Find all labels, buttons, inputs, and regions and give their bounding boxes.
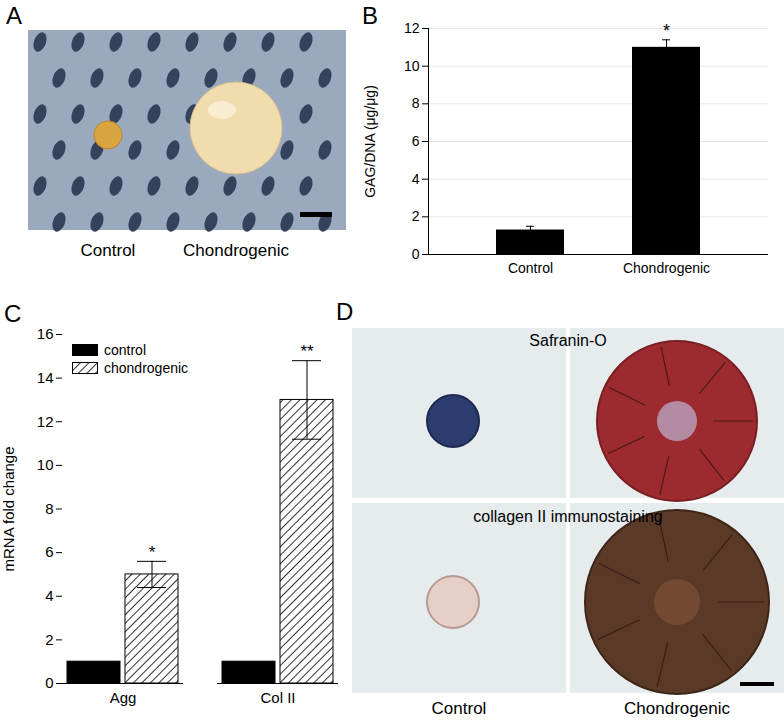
svg-text:**: **: [300, 342, 314, 361]
svg-text:2: 2: [45, 631, 53, 648]
svg-text:14: 14: [37, 369, 54, 386]
svg-text:Chondrogenic: Chondrogenic: [624, 699, 730, 718]
svg-text:8: 8: [45, 500, 53, 517]
svg-text:Control: Control: [508, 260, 553, 276]
svg-text:12: 12: [404, 20, 420, 36]
svg-text:16: 16: [37, 325, 54, 342]
svg-text:4: 4: [45, 587, 53, 604]
svg-text:10: 10: [404, 58, 420, 74]
svg-text:*: *: [149, 543, 156, 562]
svg-text:Control: Control: [432, 699, 487, 718]
svg-text:*: *: [663, 21, 670, 41]
svg-text:0: 0: [412, 246, 420, 262]
svg-text:Safranin-O: Safranin-O: [529, 332, 606, 349]
svg-text:mRNA fold change: mRNA fold change: [0, 446, 17, 571]
svg-text:collagen II immunostaining: collagen II immunostaining: [473, 508, 662, 525]
svg-text:Agg: Agg: [110, 689, 137, 706]
html-text:C: C: [4, 300, 22, 327]
svg-text:Chondrogenic: Chondrogenic: [623, 260, 710, 276]
html-text:chondrogenic: chondrogenic: [104, 360, 189, 376]
html-text:control: control: [104, 342, 146, 358]
svg-text:Col II: Col II: [260, 689, 295, 706]
svg-text:GAG/DNA (μg/μg): GAG/DNA (μg/μg): [362, 85, 378, 198]
html-text:B: B: [362, 2, 378, 29]
svg-text:4: 4: [412, 171, 420, 187]
svg-text:6: 6: [412, 133, 420, 149]
svg-text:2: 2: [412, 208, 420, 224]
svg-text:Chondrogenic: Chondrogenic: [183, 241, 289, 260]
svg-text:8: 8: [412, 95, 420, 111]
svg-text:6: 6: [45, 543, 53, 560]
svg-text:12: 12: [37, 413, 54, 430]
html-text:A: A: [6, 2, 22, 29]
svg-text:0: 0: [45, 674, 53, 691]
html-text:D: D: [336, 298, 354, 325]
svg-text:10: 10: [37, 456, 54, 473]
svg-text:Control: Control: [81, 241, 136, 260]
